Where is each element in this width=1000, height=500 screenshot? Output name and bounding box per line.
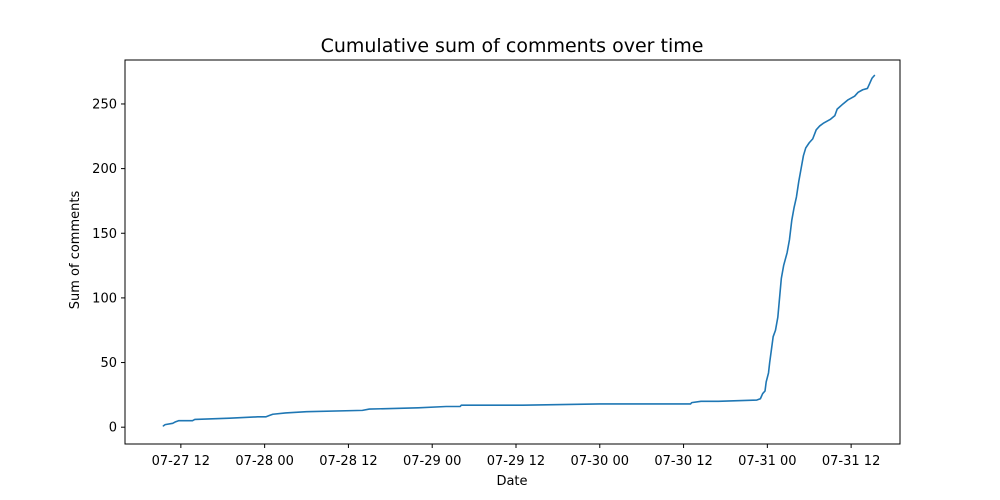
x-tick-label: 07-30 00 [571, 454, 629, 469]
y-tick-label: 0 [109, 421, 117, 436]
y-tick-label: 50 [100, 356, 117, 371]
x-axis: 07-27 12 07-28 00 07-28 12 07-29 00 07-29 12… [152, 444, 880, 469]
series-line [162, 74, 876, 427]
x-axis-label: Date [496, 474, 527, 489]
y-axis: 0 50 100 150 200 250 [92, 97, 125, 436]
x-tick-label: 07-28 00 [235, 454, 293, 469]
axes-frame [124, 59, 901, 445]
y-tick-label: 250 [92, 97, 117, 112]
x-tick-label: 07-31 12 [822, 454, 880, 469]
x-tick-label: 07-28 12 [319, 454, 377, 469]
y-tick-label: 100 [92, 291, 117, 306]
x-tick-label: 07-31 00 [738, 454, 796, 469]
x-tick-label: 07-29 12 [487, 454, 545, 469]
x-tick-label: 07-29 00 [403, 454, 461, 469]
y-tick-label: 150 [92, 227, 117, 242]
x-tick-label: 07-27 12 [152, 454, 210, 469]
x-tick-label: 07-30 12 [654, 454, 712, 469]
plot-area [162, 74, 876, 427]
y-axis-label: Sum of comments [68, 191, 83, 310]
chart-title: Cumulative sum of comments over time [321, 35, 704, 57]
y-tick-label: 200 [92, 162, 117, 177]
